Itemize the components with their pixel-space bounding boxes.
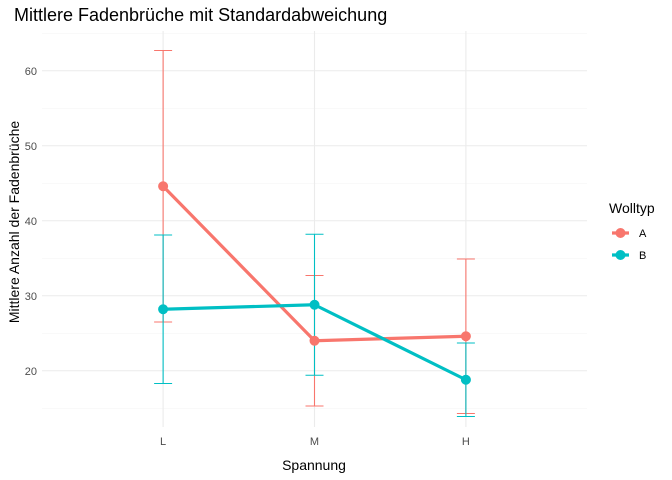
x-tick-label: L <box>160 436 166 448</box>
chart-title: Mittlere Fadenbrüche mit Standardabweich… <box>14 5 387 25</box>
legend: Wolltyp AB <box>609 200 655 262</box>
data-point-B <box>158 304 169 315</box>
x-axis-title: Spannung <box>282 457 346 473</box>
legend-key-point <box>615 228 626 238</box>
data-point-B <box>460 374 471 385</box>
data-point-A <box>460 331 471 342</box>
data-point-B <box>309 299 320 310</box>
series-points <box>158 181 471 385</box>
y-tick-label: 40 <box>25 216 37 228</box>
y-tick-label: 30 <box>25 291 37 303</box>
legend-title: Wolltyp <box>609 200 655 216</box>
y-tick-labels: 20 30 40 50 60 <box>25 66 37 378</box>
y-tick-label: 60 <box>25 66 37 78</box>
data-point-A <box>158 181 169 192</box>
legend-label: A <box>639 228 647 240</box>
x-tick-label: M <box>310 436 319 448</box>
legend-label: B <box>639 250 646 262</box>
y-tick-label: 50 <box>25 141 37 153</box>
data-point-A <box>309 335 320 346</box>
legend-key-point <box>615 250 626 260</box>
y-tick-label: 20 <box>25 366 37 378</box>
x-tick-label: H <box>462 436 470 448</box>
y-axis-title: Mittlere Anzahl der Fadenbrüche <box>6 121 22 324</box>
